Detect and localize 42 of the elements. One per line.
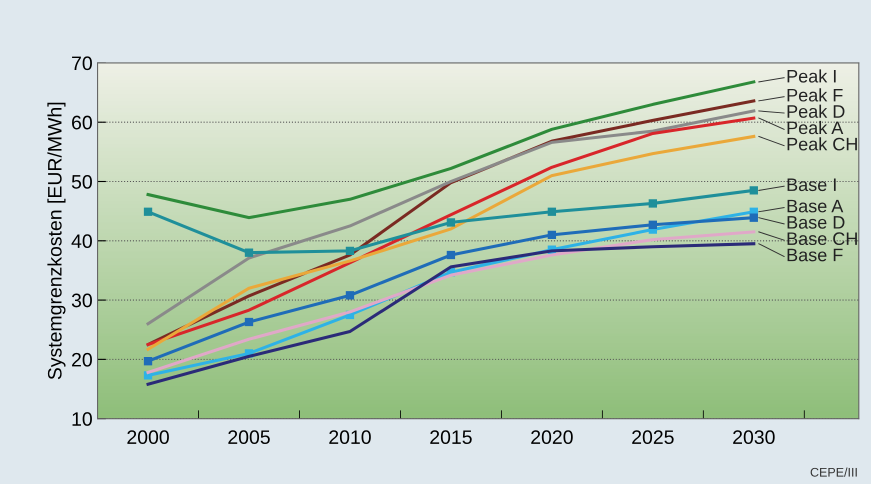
series-label: Base CH <box>788 232 857 246</box>
point <box>244 248 254 257</box>
x-tick-label: 2005 <box>228 430 270 444</box>
point <box>750 186 758 195</box>
series-label: Peak D <box>788 104 844 118</box>
x-tick-label: 2025 <box>632 430 674 444</box>
series-label: Base A <box>788 200 844 212</box>
point <box>144 356 152 366</box>
y-tick-label: 60 <box>72 116 92 130</box>
text: CEPE/III <box>810 468 857 477</box>
x-tick-label: 2010 <box>329 430 371 444</box>
line-series <box>146 242 756 386</box>
x-tick-label: 2030 <box>733 430 775 444</box>
series-label: Base I <box>788 178 836 192</box>
y-tick-label: 30 <box>72 294 92 308</box>
series-label: Peak CH <box>788 137 857 150</box>
series-label: Base D <box>788 216 844 229</box>
point <box>346 246 354 256</box>
x-tick-label: 2000 <box>127 430 169 444</box>
series-label: Peak A <box>788 120 844 134</box>
y-tick-label: 20 <box>72 352 92 367</box>
y-tick-label: 50 <box>72 174 92 189</box>
line-series <box>146 80 756 220</box>
series-label: Base F <box>788 248 843 262</box>
series-label: Peak I <box>788 69 836 83</box>
point <box>548 230 556 240</box>
y-tick-label: 10 <box>72 412 92 426</box>
point <box>144 208 152 216</box>
x-tick-label: 2015 <box>430 430 472 444</box>
point <box>446 250 456 260</box>
y-tick-label: 70 <box>72 56 92 70</box>
point <box>750 214 758 222</box>
y-axis-title: Systemgrenzkosten [EUR/MWh] <box>47 102 66 380</box>
point <box>648 199 658 208</box>
point <box>244 318 254 326</box>
point <box>648 220 658 229</box>
x-tick-label: 2020 <box>531 430 573 444</box>
point <box>446 218 456 227</box>
point <box>346 291 354 300</box>
series-label: Peak F <box>788 88 843 102</box>
y-tick-label: 40 <box>72 234 92 248</box>
point <box>548 208 556 216</box>
